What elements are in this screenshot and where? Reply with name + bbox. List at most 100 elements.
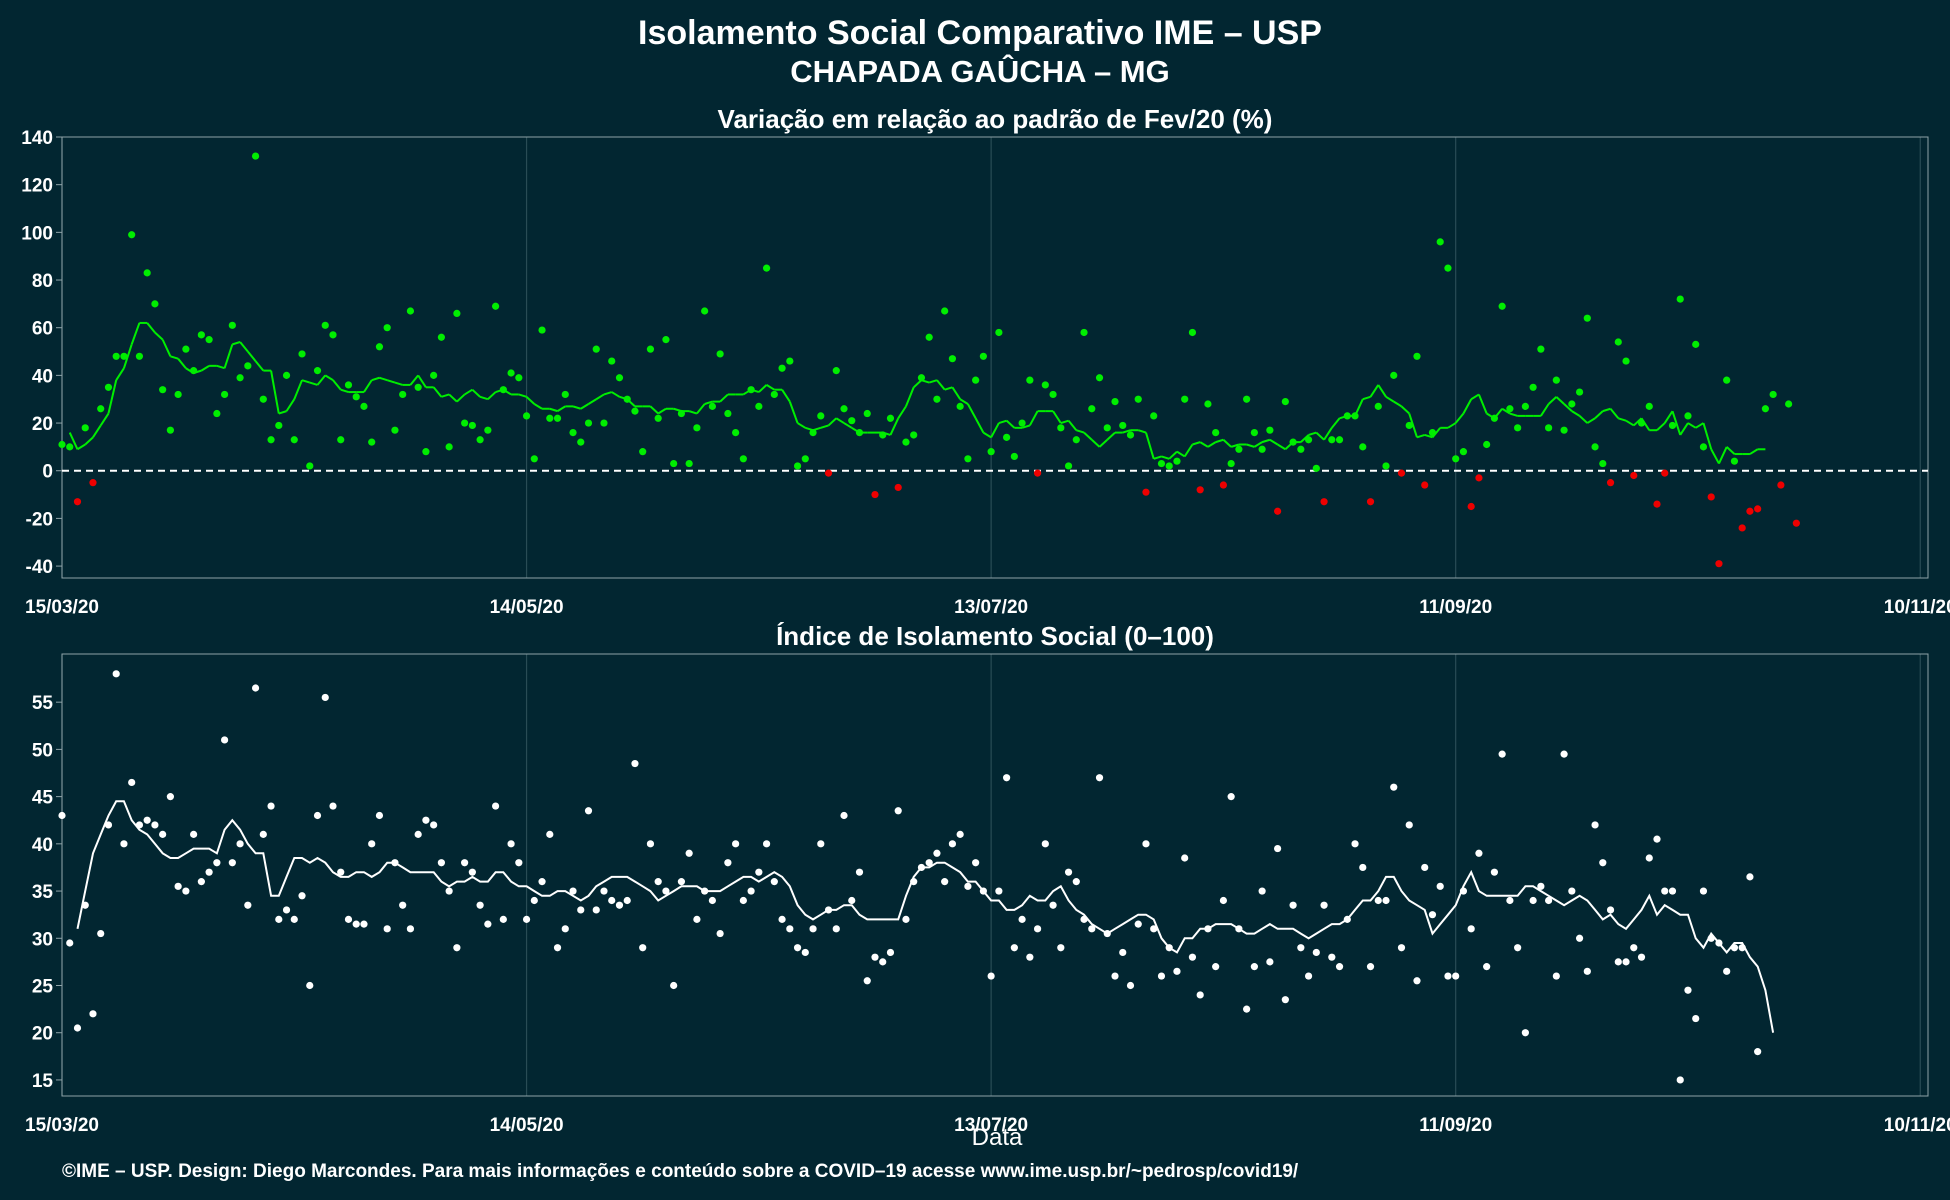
data-point [1568,400,1576,408]
data-point [321,321,329,329]
data-point [670,981,678,990]
moving-average-segment [1718,446,1728,464]
data-point [1692,1014,1700,1023]
moving-average-segment [1749,448,1759,455]
moving-average-segment [432,386,443,398]
moving-average-segment [1106,431,1116,441]
data-point [197,878,205,886]
data-point [1390,371,1398,379]
data-point [1459,887,1468,895]
moving-average-segment [1377,384,1387,398]
data-point [1366,498,1375,506]
data-point [933,395,941,403]
data-point [1614,958,1622,966]
data-point [879,431,887,439]
moving-average-segment [533,403,543,410]
data-point [1281,398,1289,406]
data-point [778,915,786,923]
data-point [174,882,182,890]
moving-average-segment [781,389,791,403]
x-tick-label: 10/11/20 [1884,1115,1950,1136]
data-point [716,350,724,358]
data-point [631,407,639,415]
data-point [1243,395,1251,403]
data-point [344,915,353,923]
data-point [1134,920,1142,928]
data-point [1506,405,1514,413]
data-point [793,462,802,470]
data-point [352,393,360,401]
data-point [910,431,918,439]
data-point [1777,481,1785,489]
moving-average-segment [518,393,527,398]
data-point [190,830,198,838]
data-point [592,906,600,914]
moving-average-segment [107,379,118,414]
moving-average-segment [928,379,938,384]
data-point [251,152,260,160]
data-point [569,428,577,437]
data-point [817,412,825,420]
data-point [1088,925,1096,933]
data-point [1730,944,1739,952]
data-point [236,374,244,382]
data-point [925,859,933,867]
data-point [104,383,113,391]
data-point [1421,863,1429,872]
data-point [917,863,926,872]
data-point [205,868,213,876]
data-point [1235,925,1243,933]
moving-average-segment [1679,422,1689,436]
data-point [1606,479,1615,487]
data-point [1792,519,1800,527]
moving-average-segment [1702,422,1713,450]
data-point [507,840,515,848]
data-point [391,426,399,434]
data-point [1583,967,1591,975]
data-point [375,811,384,820]
moving-average-segment [797,422,806,429]
data-point [1010,944,1018,952]
moving-average-segment [409,374,419,386]
data-point [166,793,174,801]
data-point [1390,783,1398,791]
moving-average-segment [68,432,79,450]
data-point [1661,469,1669,477]
moving-average-segment [595,393,605,401]
data-point [685,849,693,857]
data-point [1266,426,1274,434]
top-panel: 15/03/20 14/05/20 13/07/20 11/09/20 10/11/20… [21,128,1950,618]
data-point [972,859,980,867]
x-tick-label: 14/05/20 [490,1115,564,1136]
data-point [1173,967,1181,975]
data-point [677,409,686,418]
data-point [708,896,716,905]
data-point [762,840,771,848]
moving-average-segment [479,395,489,401]
data-point [1715,560,1723,568]
data-point [1103,929,1111,938]
data-point [89,479,97,487]
data-point [1212,963,1220,971]
data-point [1142,840,1150,848]
data-point [128,778,136,787]
data-point [546,414,554,422]
data-point [639,448,647,456]
moving-average-segment [1656,422,1666,431]
moving-average-segment [1253,441,1263,448]
data-point [128,231,136,239]
moving-average-segment [76,443,86,451]
y-tick-label: 100 [21,223,53,244]
data-point [244,362,252,370]
data-point [383,324,391,332]
moving-average-segment [696,403,706,415]
data-point [1018,915,1026,923]
footer-credit: ©IME – USP. Design: Diego Marcondes. Par… [62,1161,1299,1182]
moving-average-segment [1122,429,1131,434]
data-point [646,345,655,353]
data-point [716,929,724,938]
data-point [453,309,461,317]
data-point [1645,854,1653,862]
data-point [654,414,662,422]
moving-average-segment [1207,441,1217,448]
